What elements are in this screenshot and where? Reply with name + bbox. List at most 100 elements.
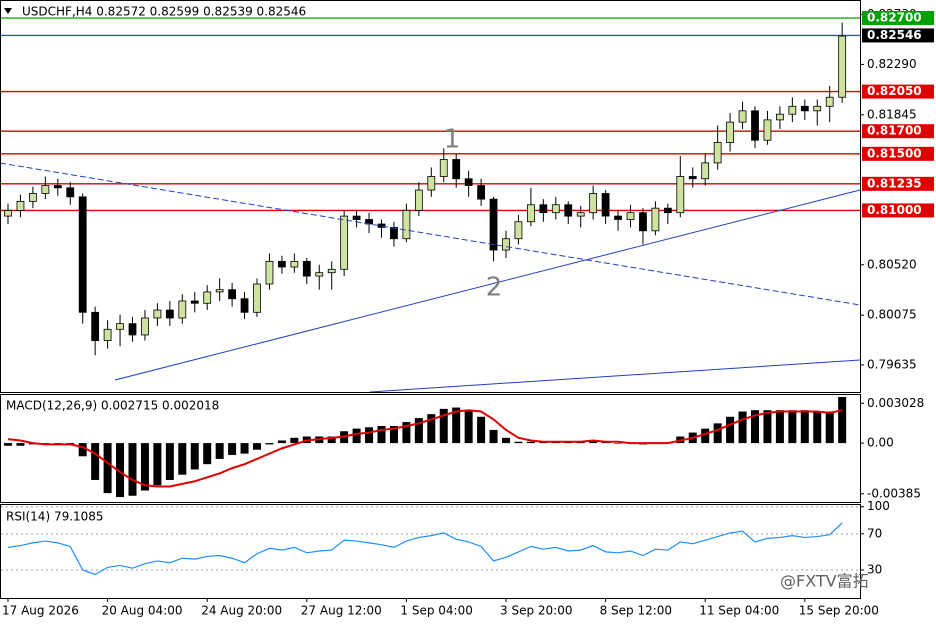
macd-bar	[838, 397, 847, 444]
candle-body	[141, 317, 149, 336]
candle-body	[489, 198, 498, 251]
macd-bar	[41, 443, 50, 444]
y-tick-label: 100	[867, 499, 890, 513]
candle-body	[116, 323, 124, 330]
candle-body	[527, 204, 535, 223]
candle-body	[514, 221, 523, 240]
rsi-title: RSI(14) 79.1085	[6, 510, 104, 524]
candle-body	[713, 142, 722, 164]
macd-bar	[265, 443, 274, 445]
candle-body	[4, 210, 12, 217]
level-label: 0.81235	[867, 176, 922, 190]
candle-body	[41, 185, 50, 194]
candle-body	[190, 300, 199, 304]
macd-bar	[402, 422, 411, 444]
level-label: 0.82700	[867, 10, 922, 24]
macd-bar	[140, 443, 149, 491]
level-label-box	[862, 176, 934, 191]
plot-layer: 0.827300.822900.818450.805200.800750.796…	[1, 7, 934, 618]
candle-body	[614, 215, 622, 220]
macd-bar	[414, 418, 423, 444]
trend-line	[0, 162, 861, 306]
macd-bar	[464, 410, 473, 444]
y-tick-label: 0.80075	[867, 308, 917, 322]
x-tick-label: 20 Aug 04:00	[102, 604, 183, 618]
candle-body	[539, 204, 548, 214]
main-panel-frame	[0, 0, 861, 393]
candle-body	[427, 176, 436, 191]
annotation: 1	[444, 125, 461, 155]
x-tick-label: 27 Aug 12:00	[301, 604, 382, 618]
macd-bar	[775, 410, 784, 444]
macd-bar	[178, 443, 187, 475]
candle-body	[91, 311, 100, 342]
macd-bar	[116, 443, 125, 498]
macd-bar	[738, 411, 747, 444]
candle-body	[589, 193, 598, 214]
watermark: @FXTV富拓	[780, 572, 869, 591]
y-tick-label: -0.00385	[867, 486, 921, 500]
macd-bar	[103, 443, 112, 494]
level-label-box	[862, 28, 934, 43]
candle-body	[153, 309, 162, 319]
macd-bar	[439, 408, 448, 444]
candle-body	[78, 196, 87, 313]
macd-bar	[327, 436, 336, 444]
candle-body	[738, 110, 747, 123]
candle-body	[16, 200, 25, 211]
candle-body	[302, 260, 311, 277]
macd-bar	[365, 427, 374, 444]
trend-line	[369, 359, 861, 393]
x-tick-label: 1 Sep 04:00	[400, 604, 472, 618]
candle-body	[452, 159, 461, 180]
macd-bar	[4, 443, 12, 446]
level-label: 0.82050	[867, 84, 922, 98]
y-tick-label: 0.81845	[867, 107, 917, 121]
macd-bar	[215, 443, 224, 459]
trend-line	[114, 189, 861, 381]
y-tick-label: 70	[867, 526, 882, 540]
rsi-panel-frame	[0, 504, 861, 599]
x-tick-label: 15 Sep 20:00	[799, 604, 879, 618]
level-label-box	[862, 146, 934, 161]
candle-body	[28, 193, 37, 202]
chart-title: USDCHF,H4 0.82572 0.82599 0.82539 0.8254…	[22, 5, 306, 19]
y-tick-label: 0.82290	[867, 57, 917, 71]
macd-bar	[203, 443, 212, 465]
level-label: 0.82546	[867, 28, 922, 42]
macd-bar	[253, 443, 261, 450]
macd-bar	[53, 443, 62, 444]
macd-bar	[128, 443, 137, 496]
candle-body	[663, 207, 672, 214]
x-tick-label: 11 Sep 04:00	[699, 604, 779, 618]
candle-body	[253, 283, 261, 313]
candle-body	[626, 212, 635, 220]
y-tick-label: 30	[867, 562, 882, 576]
candle-body	[215, 289, 224, 293]
candle-body	[726, 121, 734, 143]
macd-bar	[489, 429, 498, 444]
macd-bar	[78, 443, 87, 457]
x-tick-label: 8 Sep 12:00	[600, 604, 672, 618]
candle-body	[178, 300, 187, 319]
candle-body	[165, 309, 174, 319]
candle-body	[763, 119, 772, 141]
candle-body	[688, 176, 697, 180]
macd-bar	[165, 443, 174, 480]
candle-body	[825, 96, 834, 107]
x-tick-label: 24 Aug 20:00	[201, 604, 282, 618]
candle-body	[639, 212, 647, 232]
candle-body	[564, 204, 573, 217]
candle-body	[576, 212, 585, 217]
macd-bar	[377, 425, 386, 444]
candle-body	[277, 260, 286, 268]
macd-bar	[290, 437, 299, 444]
macd-bar	[751, 410, 759, 444]
macd-bar	[427, 414, 436, 444]
macd-bar	[228, 443, 237, 455]
y-tick-label: 0.003028	[867, 396, 924, 410]
candle-body	[402, 210, 411, 240]
macd-bar	[726, 416, 735, 444]
